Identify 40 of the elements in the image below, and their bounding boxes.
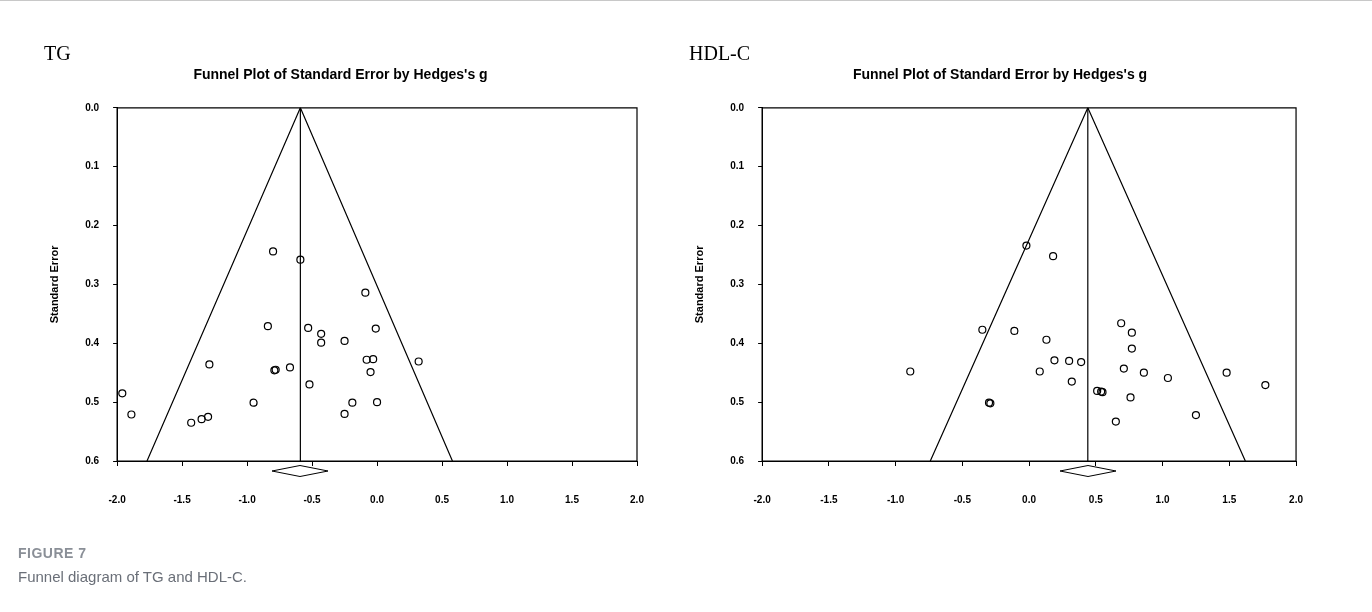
- y-tick-label: 0.4: [730, 337, 745, 349]
- x-tick-label: 0.5: [1088, 493, 1104, 505]
- x-tick-label: 1.5: [1222, 493, 1237, 505]
- x-tick-label: -1.0: [886, 493, 905, 505]
- x-tick-label: -1.5: [173, 493, 192, 505]
- x-tick-label: -2.0: [753, 493, 772, 505]
- y-axis-title: Standard Error: [47, 244, 60, 324]
- y-axis-title: Standard Error: [692, 244, 705, 324]
- x-tick-label: -0.5: [953, 493, 972, 505]
- chart-subtitle: Funnel Plot of Standard Error by Hedges's g: [852, 66, 1148, 83]
- y-tick-label: 0.1: [730, 160, 745, 172]
- y-tick-label: 0.2: [85, 219, 100, 231]
- x-tick-label: 1.0: [1155, 493, 1170, 505]
- chart-title: TG: [44, 42, 71, 65]
- y-tick-label: 0.5: [730, 395, 745, 407]
- y-tick-label: 0.4: [85, 337, 100, 349]
- text: Funnel diagram of TG and HDL-C.: [18, 567, 247, 587]
- x-tick-label: 2.0: [630, 493, 645, 505]
- chart-subtitle: Funnel Plot of Standard Error by Hedges's g: [193, 66, 488, 83]
- y-tick-label: 0.3: [730, 278, 745, 290]
- x-tick-label: 0.0: [370, 493, 385, 505]
- y-tick-label: 0.6: [730, 454, 745, 466]
- x-tick-label: -2.0: [108, 493, 127, 505]
- y-tick-label: 0.1: [85, 160, 100, 172]
- x-tick-label: 0.0: [1022, 493, 1037, 505]
- chart-title: HDL-C: [689, 42, 751, 65]
- x-tick-label: 0.5: [435, 493, 450, 505]
- y-tick-label: 0.3: [85, 278, 100, 290]
- y-tick-label: 0.0: [85, 101, 100, 113]
- y-tick-label: 0.2: [730, 219, 745, 231]
- x-tick-label: -0.5: [303, 493, 322, 505]
- y-tick-label: 0.0: [730, 101, 745, 113]
- x-tick-label: 1.5: [565, 493, 580, 505]
- caption: FIGURE 7: [18, 544, 88, 563]
- x-tick-label: -1.0: [238, 493, 257, 505]
- y-tick-label: 0.6: [85, 454, 100, 466]
- x-tick-label: -1.5: [820, 493, 838, 505]
- y-tick-label: 0.5: [85, 395, 100, 407]
- x-tick-label: 2.0: [1289, 493, 1304, 505]
- x-tick-label: 1.0: [500, 493, 515, 505]
